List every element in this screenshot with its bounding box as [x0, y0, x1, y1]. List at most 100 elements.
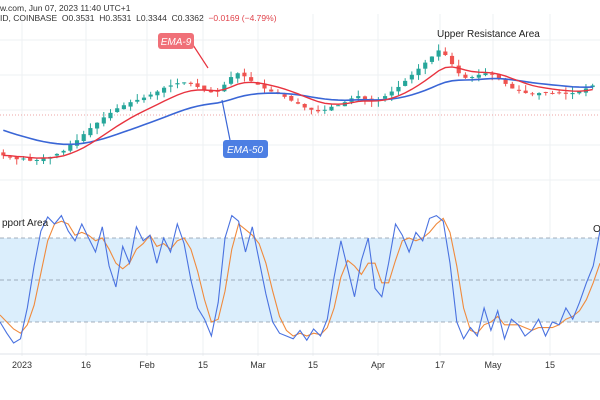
- candle-body: [28, 157, 33, 161]
- header-low: L0.3344: [136, 13, 167, 23]
- header-change: −0.0169 (−4.79%): [208, 13, 277, 23]
- candle-body: [81, 134, 86, 142]
- stochastic-band-layer: [0, 237, 600, 355]
- candle-body: [537, 93, 542, 96]
- candle-body: [262, 84, 267, 89]
- candle-body: [121, 105, 126, 110]
- ema50-label: EMA-50: [227, 145, 264, 156]
- candle-body: [443, 51, 448, 55]
- candlestick-series: [1, 44, 595, 165]
- candle-body: [228, 77, 234, 84]
- x-tick-label: 15: [545, 360, 555, 370]
- candle-body: [449, 55, 455, 65]
- candle-body: [101, 117, 106, 124]
- candle-body: [161, 87, 167, 93]
- header-source: w.com, Jun 07, 2023 11:40 UTC+1: [0, 3, 131, 13]
- header-open: O0.3531: [61, 13, 95, 23]
- candle-body: [309, 107, 314, 110]
- candle-body: [141, 97, 147, 101]
- ema50-pointer: [221, 99, 231, 141]
- candle-body: [14, 156, 19, 160]
- stoch-band: [0, 238, 600, 322]
- candle-body: [423, 62, 428, 69]
- candle-body: [249, 77, 254, 81]
- candle-body: [416, 68, 421, 76]
- candle-body: [503, 79, 508, 84]
- candle-body: [362, 96, 368, 100]
- candle-body: [316, 109, 321, 112]
- candle-body: [530, 93, 535, 95]
- x-tick-label: 15: [308, 360, 318, 370]
- candle-body: [483, 73, 488, 76]
- stochastic-lines: [0, 214, 600, 344]
- candle-body: [41, 157, 46, 162]
- ema9-label-bg: [158, 33, 194, 49]
- overbought-partial-label: O: [593, 224, 600, 235]
- candle-body: [188, 82, 193, 84]
- candle-body: [302, 103, 307, 108]
- candle-body: [182, 82, 187, 84]
- candle-body: [282, 94, 287, 97]
- candle-body: [470, 77, 475, 79]
- x-tick-label: May: [484, 360, 502, 370]
- ema50-line: [3, 77, 593, 146]
- x-tick-label: Mar: [250, 360, 266, 370]
- candle-body: [289, 95, 294, 101]
- candle-body: [557, 92, 562, 94]
- candle-body: [34, 160, 39, 161]
- header-symbol: ID, COINBASE: [0, 13, 58, 23]
- ema9-line: [3, 66, 593, 159]
- candle-body: [295, 102, 301, 104]
- candle-body: [128, 102, 133, 107]
- candle-body: [329, 106, 334, 111]
- candle-body: [88, 128, 93, 136]
- candle-body: [389, 91, 394, 96]
- candle-body: [396, 86, 401, 92]
- support-label: pport Area: [2, 218, 49, 229]
- candle-body: [168, 85, 173, 87]
- candle-body: [68, 144, 73, 151]
- candle-body: [510, 83, 515, 89]
- symbol-header: w.com, Jun 07, 2023 11:40 UTC+1 ID, COIN…: [0, 3, 277, 23]
- candle-body: [403, 80, 408, 86]
- candle-body: [496, 74, 501, 80]
- ema9-pointer: [192, 44, 209, 69]
- grid: [0, 14, 600, 356]
- candle-body: [74, 140, 80, 146]
- ema9-label: EMA-9: [161, 37, 192, 48]
- candle-body: [108, 112, 113, 119]
- candle-body: [54, 153, 59, 156]
- candle-body: [356, 96, 361, 99]
- candle-body: [61, 150, 66, 153]
- candle-body: [590, 85, 595, 88]
- candle-body: [563, 92, 568, 94]
- header-close: C0.3362: [171, 13, 204, 23]
- candle-body: [516, 89, 522, 91]
- candle-body: [336, 105, 341, 107]
- candle-body: [436, 50, 441, 57]
- candle-body: [570, 93, 575, 95]
- resistance-label: Upper Resistance Area: [437, 29, 540, 40]
- candle-body: [577, 91, 582, 94]
- candle-body: [269, 89, 274, 92]
- candle-body: [21, 158, 26, 160]
- candle-body: [222, 84, 227, 92]
- candle-body: [456, 65, 461, 74]
- candle-body: [1, 152, 6, 156]
- candle-body: [7, 156, 13, 158]
- candle-body: [242, 72, 247, 77]
- candle-body: [95, 122, 100, 129]
- candle-body: [148, 94, 153, 97]
- x-axis: 2023 16 Feb 15 Mar 15 Apr 17 May 15: [12, 360, 555, 370]
- stoch-k-line: [0, 214, 600, 344]
- header-high: H0.3531: [99, 13, 132, 23]
- candle-body: [135, 99, 140, 102]
- candle-body: [429, 56, 435, 62]
- x-tick-label: 16: [81, 360, 91, 370]
- candle-body: [543, 91, 548, 93]
- candle-body: [523, 90, 528, 94]
- ema50-label-bg: [223, 140, 268, 158]
- x-tick-label: 2023: [12, 360, 32, 370]
- candle-body: [490, 73, 495, 75]
- candle-body: [322, 109, 327, 111]
